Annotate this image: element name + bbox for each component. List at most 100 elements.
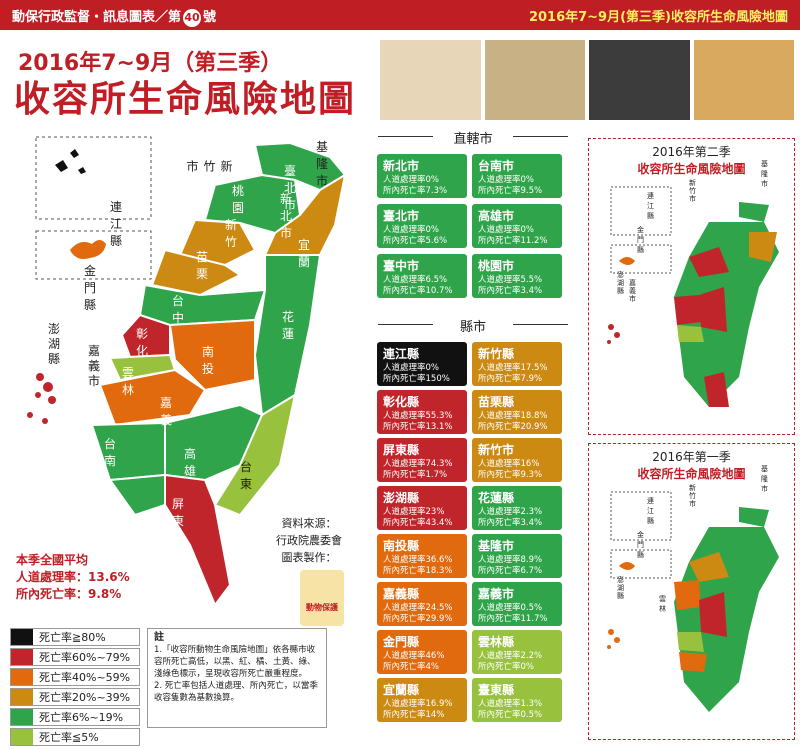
county-card: 臺北市 人道處理率0% 所內死亡率5.6% <box>377 204 467 248</box>
q1-subtitle: 收容所生命風險地圖 <box>637 467 746 481</box>
card-rate: 人道處理率16% <box>478 459 540 469</box>
legend-label: 死亡率60%~79% <box>39 651 131 664</box>
card-death: 所內死亡率13.1% <box>383 422 453 432</box>
card-death: 所內死亡率7.9% <box>478 374 543 384</box>
card-name: 南投縣 <box>383 539 420 553</box>
legend-swatch <box>11 689 33 705</box>
card-name: 屏東縣 <box>383 443 420 457</box>
q2-map <box>607 186 779 407</box>
period-title: 2016年7~9月（第三季） <box>18 51 283 76</box>
footnote-1: 1.「收容所動物生命風險地圖」依各縣市收容所死亡高低，以黑、紅、橘、土黃、綠、淺… <box>154 645 316 679</box>
card-rate: 人道處理率2.2% <box>478 651 543 661</box>
map-label: 臺北市 <box>284 164 297 212</box>
legend-swatch <box>11 649 33 665</box>
card-death: 所內死亡率29.9% <box>383 614 453 624</box>
main-map <box>27 136 347 607</box>
county-card: 屏東縣 人道處理率74.3% 所內死亡率1.7% <box>377 438 467 482</box>
map-label: 嘉義市 <box>88 344 101 388</box>
map-label: 屏東 <box>172 497 185 528</box>
legend-swatch <box>11 709 33 725</box>
map-label: 高雄 <box>184 447 197 478</box>
county-card: 雲林縣 人道處理率2.2% 所內死亡率0% <box>472 630 562 674</box>
card-rate: 人道處理率0% <box>383 363 439 373</box>
avg-rate: 人道處理率：13.6% <box>16 570 130 584</box>
card-name: 彰化縣 <box>383 395 420 409</box>
map-label: 台中 <box>172 294 185 325</box>
map-label: 苗栗 <box>196 250 209 281</box>
map-label: 桃園 <box>232 184 245 215</box>
card-rate: 人道處理率17.5% <box>478 363 548 373</box>
card-death: 所內死亡率4% <box>383 662 439 672</box>
legend-label: 死亡率≦5% <box>39 731 99 744</box>
q2-label: 澎湖縣 <box>617 271 624 295</box>
puppy-photo <box>589 40 690 120</box>
county-card: 連江縣 人道處理率0% 所內死亡率150% <box>377 342 467 386</box>
legend-label: 死亡率≧80% <box>39 631 106 644</box>
source-org: 行政院農委會 <box>276 534 342 547</box>
card-name: 台南市 <box>478 159 515 173</box>
legend: 死亡率≧80% 死亡率60%~79% 死亡率40%~59% 死亡率20%~39% 死亡率… <box>10 628 140 748</box>
card-death: 所內死亡率9.5% <box>478 186 543 196</box>
card-name: 基隆市 <box>478 539 515 553</box>
card-rate: 人道處理率55.3% <box>383 411 453 421</box>
issue-label: 動保行政監督・訊息圖表／第 40 號 <box>12 9 217 27</box>
card-rate: 人道處理率0% <box>383 175 439 185</box>
footnote-box: 註 1.「收容所動物生命風險地圖」依各縣市收容所死亡高低，以黑、紅、橘、土黃、綠… <box>147 628 327 728</box>
legend-label: 死亡率40%~59% <box>39 671 131 684</box>
county-card: 臺中市 人道處理率6.5% 所內死亡率10.7% <box>377 254 467 298</box>
card-death: 所內死亡率11.2% <box>478 236 548 246</box>
legend-label: 死亡率6%~19% <box>39 711 124 724</box>
animal-photos <box>380 40 794 120</box>
legend-item: 死亡率20%~39% <box>10 688 140 706</box>
county-card: 宜蘭縣 人道處理率16.9% 所內死亡率14% <box>377 678 467 722</box>
county-card: 新北市 人道處理率0% 所內死亡率7.3% <box>377 154 467 198</box>
avg-title: 本季全國平均 <box>16 553 89 567</box>
card-death: 所內死亡率20.9% <box>478 422 548 432</box>
card-name: 嘉義市 <box>478 587 515 601</box>
footnote-head: 註 <box>154 632 164 643</box>
legend-item: 死亡率6%~19% <box>10 708 140 726</box>
county-card: 苗栗縣 人道處理率18.8% 所內死亡率20.9% <box>472 390 562 434</box>
card-death: 所內死亡率6.7% <box>478 566 543 576</box>
q1-label: 基隆市 <box>761 465 768 493</box>
map-label: 宜蘭 <box>298 238 311 269</box>
avg-death: 所內死亡率：9.8% <box>16 587 122 601</box>
source-block: 資料來源： 行政院農委會 圖表製作： <box>276 515 342 566</box>
card-death: 所內死亡率43.4% <box>383 518 453 528</box>
card-rate: 人道處理率24.5% <box>383 603 453 613</box>
card-name: 嘉義縣 <box>383 587 420 601</box>
card-name: 桃園市 <box>478 259 515 273</box>
map-label: 新北市 <box>280 192 293 240</box>
county-card: 桃園市 人道處理率5.5% 所內死亡率3.4% <box>472 254 562 298</box>
main-title: 收容所生命風險地圖 <box>14 79 357 120</box>
county-card: 金門縣 人道處理率46% 所內死亡率4% <box>377 630 467 674</box>
county-card: 新竹縣 人道處理率17.5% 所內死亡率7.9% <box>472 342 562 386</box>
county-card: 高雄市 人道處理率0% 所內死亡率11.2% <box>472 204 562 248</box>
card-name: 高雄市 <box>478 209 515 223</box>
legend-item: 死亡率60%~79% <box>10 648 140 666</box>
q2-label: 基隆市 <box>761 160 768 188</box>
dog-photo-1 <box>380 40 481 120</box>
q2-panel: 2016年第二季 收容所生命風險地圖 基隆市 連江縣 金門縣 新竹市 澎湖縣 嘉… <box>588 138 795 435</box>
card-death: 所內死亡率150% <box>383 374 450 384</box>
card-death: 所內死亡率7.3% <box>383 186 448 196</box>
q1-label: 連江縣 <box>647 497 654 525</box>
card-death: 所內死亡率11.7% <box>478 614 548 624</box>
legend-swatch <box>11 629 33 645</box>
q1-title: 2016年第一季 <box>652 450 731 464</box>
map-label: 南投 <box>202 345 215 376</box>
q2-subtitle: 收容所生命風險地圖 <box>637 162 746 176</box>
card-name: 臺中市 <box>383 259 420 273</box>
maker-label: 圖表製作： <box>281 551 337 564</box>
card-rate: 人道處理率5.5% <box>478 275 543 285</box>
county-card: 臺東縣 人道處理率1.3% 所內死亡率0.5% <box>472 678 562 722</box>
q2-title: 2016年第二季 <box>652 145 731 159</box>
map-label: 嘉義 <box>160 396 173 427</box>
national-average: 本季全國平均 人道處理率：13.6% 所內死亡率：9.8% <box>16 552 130 603</box>
card-name: 澎湖縣 <box>383 491 420 505</box>
card-rate: 人道處理率46% <box>383 651 445 661</box>
q1-label: 金門縣 <box>637 531 644 559</box>
card-name: 宜蘭縣 <box>383 683 420 697</box>
q2-label: 新竹市 <box>689 179 696 203</box>
q1-label: 澎湖縣 <box>617 576 624 600</box>
